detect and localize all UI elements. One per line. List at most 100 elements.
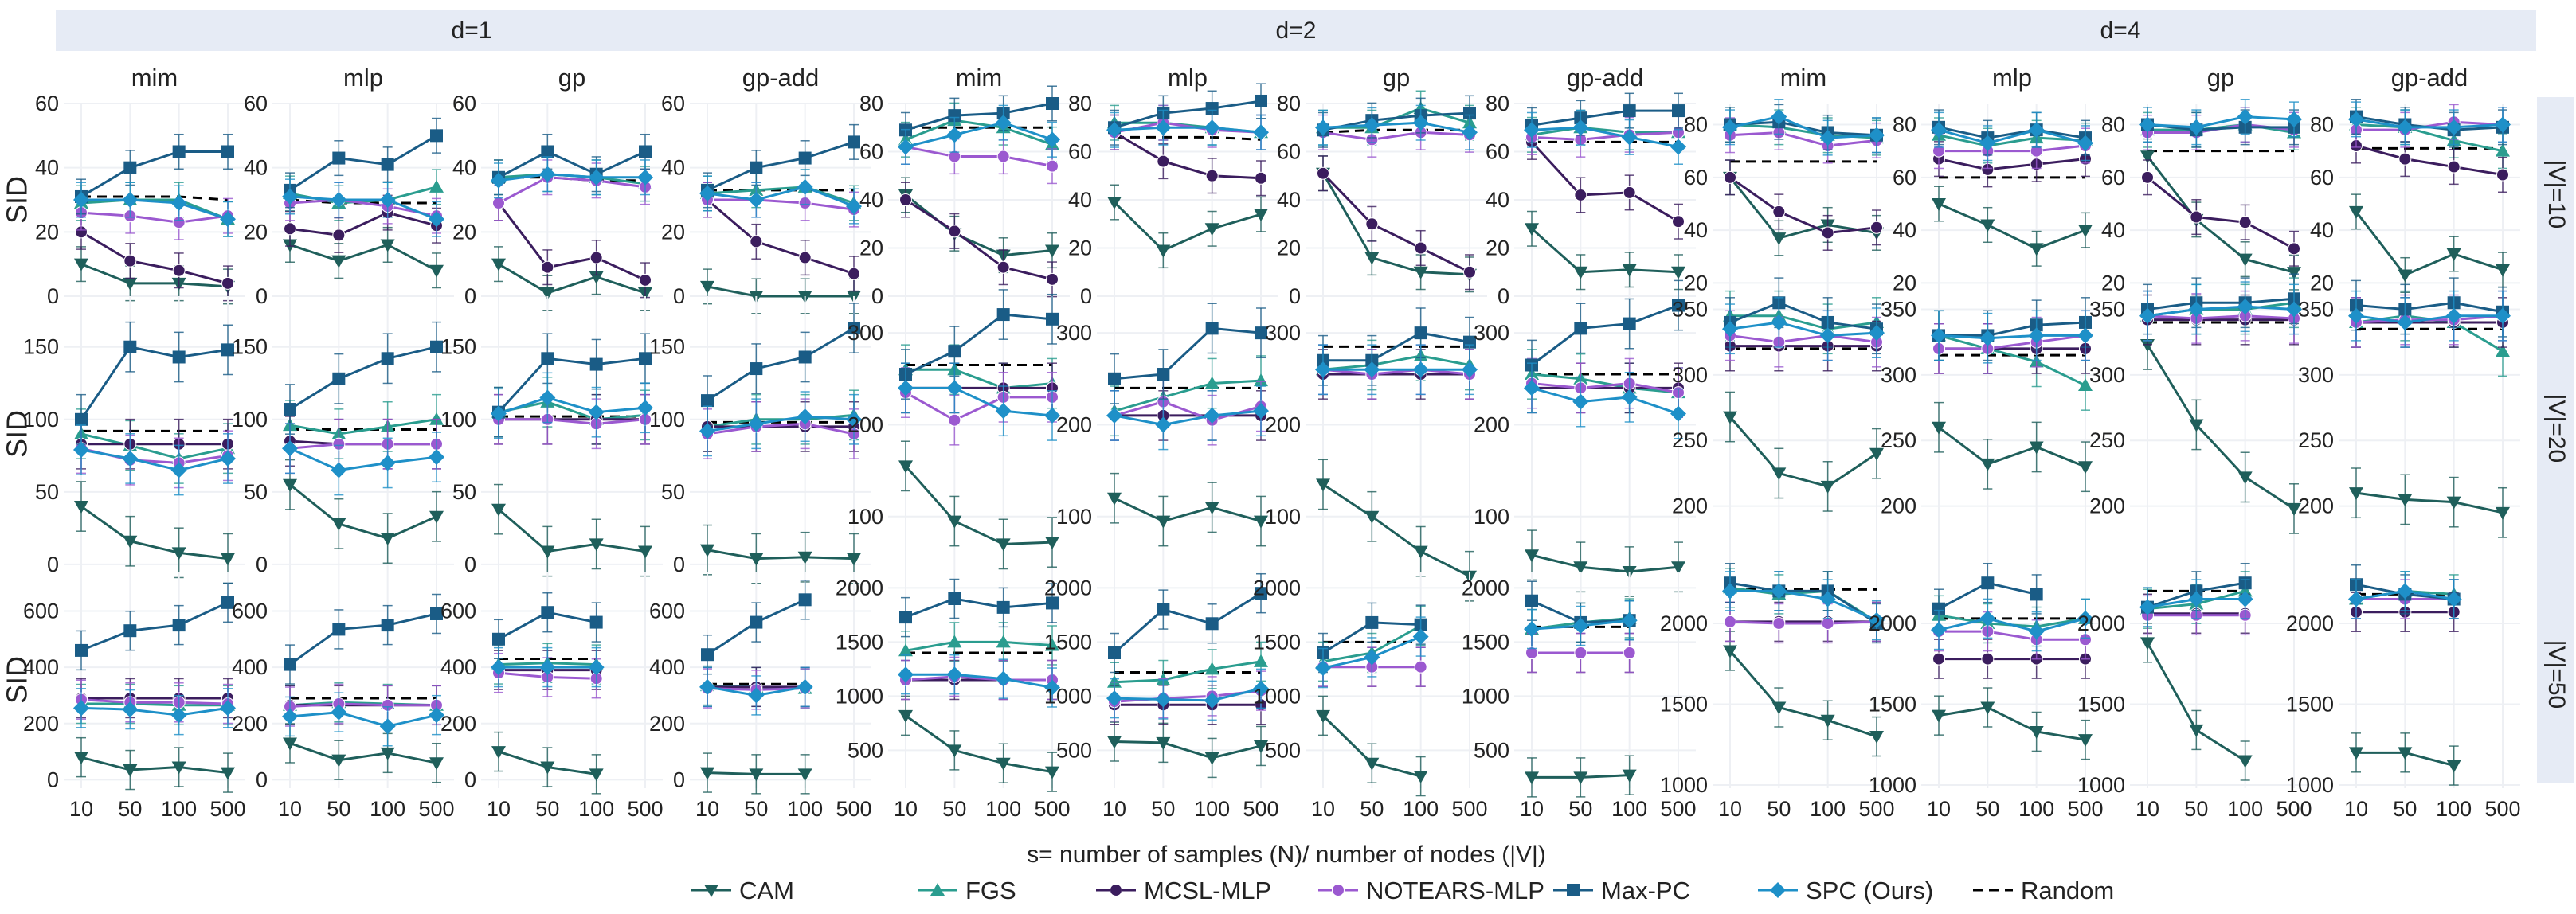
data-point [1525,549,1539,563]
data-point [1414,660,1427,674]
series-line [1114,131,1262,180]
data-point [1724,170,1736,184]
series-line [1531,126,1679,148]
panel: 100 200 300 [1474,279,1696,597]
data-point [1979,135,1996,151]
data-point [123,340,137,353]
series-line [1939,144,2086,153]
data-point [282,440,298,457]
legend-label: CAM [739,877,794,904]
data-point [540,761,555,775]
data-point [1623,317,1636,330]
data-point [2238,216,2252,229]
data-point [1819,591,1836,607]
data-point [948,592,961,605]
data-point [1672,215,1685,228]
data-point [639,273,652,287]
data-point [846,411,862,428]
data-point [947,515,962,529]
data-point [1156,515,1171,529]
series-line [498,263,646,295]
x-tick-label: 50 [1151,797,1175,821]
series-line [80,432,229,460]
series-line [289,198,437,217]
data-point [429,264,444,278]
data-point [1106,690,1122,707]
data-point [995,403,1012,420]
y-tick-label: 350 [2089,297,2125,321]
data-point [2495,307,2511,324]
y-tick-label: 200 [1474,412,1509,436]
data-point [74,501,88,514]
panel: 20 40 60 80 [2310,99,2520,296]
y-tick-label: 40 [244,156,268,180]
group-strip [880,10,1712,51]
data-point [589,615,603,629]
data-point [1524,122,1540,139]
data-point [2286,301,2302,318]
data-point [1820,480,1835,494]
panel-title: gp-add [742,64,820,92]
data-point [1315,660,1331,677]
y-tick-label: 50 [35,480,59,504]
series-line [1323,331,1470,362]
data-point [73,192,89,208]
y-tick-label: 1500 [1253,630,1301,654]
y-tick-label: 0 [47,284,59,308]
data-point [1463,107,1476,120]
data-point [1316,709,1330,723]
y-tick-label: 2000 [1044,576,1092,600]
y-tick-label: 60 [244,92,268,115]
y-tick-label: 80 [1684,113,1708,137]
data-point [898,380,914,396]
data-point [2139,116,2155,133]
series-line-random [81,195,229,201]
data-point [996,757,1011,771]
data-point [700,544,714,557]
data-point [996,538,1011,552]
x-tick-label: 500 [418,797,454,821]
series-line-random [1322,128,1470,134]
data-point [1204,502,1219,515]
series-line [1531,304,1679,366]
data-point [1567,884,1580,896]
data-point [1412,361,1429,378]
data-point [74,258,88,271]
data-point [637,169,653,186]
data-point [1412,628,1429,645]
panel-title: mlp [1992,64,2032,92]
data-point [430,607,443,620]
panel-title: gp [2207,64,2234,92]
y-tick-label: 1500 [1869,692,1916,716]
panel: 200 250 300 350 [2089,273,2312,572]
x-tick-label: 10 [2136,797,2159,821]
data-point [1046,159,1059,173]
y-tick-label: 500 [848,738,883,762]
series-line [1729,176,1877,234]
data-point [1315,119,1331,136]
data-point [430,129,443,143]
data-point [2349,205,2363,219]
data-point [122,450,139,467]
x-tick-label: 100 [1611,797,1647,821]
data-point [1205,102,1219,115]
data-point [2447,160,2461,174]
data-point [1770,882,1786,898]
y-tick-label: 20 [452,220,476,244]
y-tick-label: 0 [1289,284,1301,308]
data-point [1771,583,1787,600]
data-point [1573,561,1588,575]
panel: 0 50 100 150 [23,296,245,584]
series-line [498,176,646,205]
panel-title: mim [1780,64,1827,92]
data-point [1931,327,1947,344]
panel-title: gp-add [1567,64,1644,92]
data-point [1254,515,1268,529]
y-tick-label: 0 [871,284,883,308]
x-tick-label: 500 [2484,797,2520,821]
series-line [498,150,646,179]
y-tick-label: 80 [859,92,883,115]
data-point [1463,265,1476,279]
data-point [1525,594,1538,607]
